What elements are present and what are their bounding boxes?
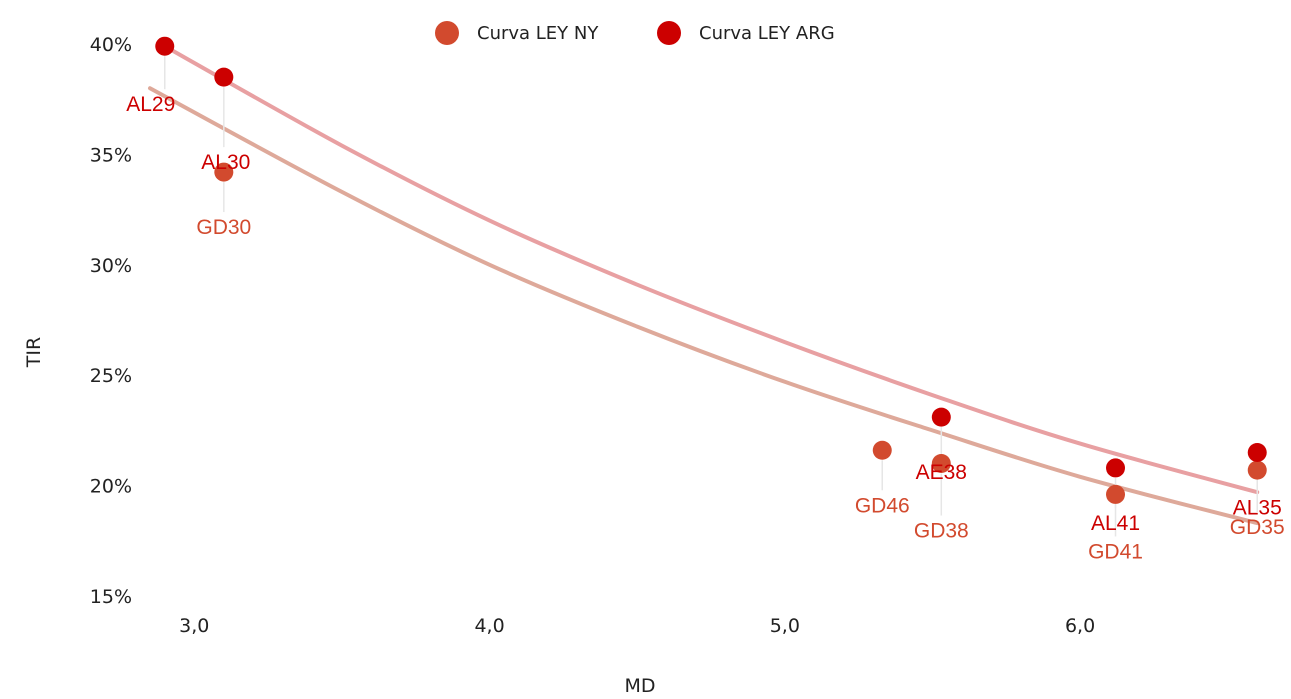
data-point-gd30 bbox=[214, 162, 234, 182]
label-leader-lines bbox=[164, 56, 1258, 537]
point-label-gd30: GD30 bbox=[196, 216, 251, 239]
data-point-gd38 bbox=[931, 454, 951, 474]
data-point-al41 bbox=[1106, 458, 1126, 478]
point-label-al35: AL35 bbox=[1233, 496, 1282, 519]
data-point-al29 bbox=[155, 36, 175, 56]
y-axis-title: TIR bbox=[23, 337, 45, 368]
x-tick-label: 4,0 bbox=[474, 615, 504, 637]
data-point-al35 bbox=[1247, 442, 1267, 462]
x-tick-label: 6,0 bbox=[1065, 615, 1095, 637]
data-points bbox=[155, 36, 1267, 504]
legend-marker-ley-ny bbox=[435, 21, 459, 45]
point-label-gd46: GD46 bbox=[855, 494, 910, 517]
y-tick-label: 15% bbox=[90, 586, 132, 608]
point-label-gd41: GD41 bbox=[1088, 540, 1143, 563]
trend-curve-ley-arg bbox=[162, 44, 1260, 495]
x-tick-label: 3,0 bbox=[179, 615, 209, 637]
trend-curve-ley-ny bbox=[148, 86, 1260, 526]
y-tick-label: 20% bbox=[90, 476, 132, 498]
legend-label-ley-arg: Curva LEY ARG bbox=[699, 23, 835, 44]
data-point-ae38 bbox=[931, 407, 951, 427]
point-label-gd38: GD38 bbox=[914, 520, 969, 543]
y-axis: 15% 20% 25% 30% 35% 40% bbox=[90, 34, 132, 608]
y-tick-label: 25% bbox=[90, 365, 132, 387]
point-label-ae38: AE38 bbox=[916, 461, 967, 484]
x-tick-label: 5,0 bbox=[770, 615, 800, 637]
legend: Curva LEY NY Curva LEY ARG bbox=[435, 21, 835, 45]
trend-curves bbox=[148, 44, 1260, 526]
y-tick-label: 35% bbox=[90, 144, 132, 166]
data-point-gd35 bbox=[1247, 460, 1267, 480]
y-tick-label: 40% bbox=[90, 34, 132, 56]
data-point-al30 bbox=[214, 67, 234, 87]
x-axis-title: MD bbox=[624, 675, 655, 697]
point-label-al30: AL30 bbox=[201, 151, 250, 174]
legend-label-ley-ny: Curva LEY NY bbox=[477, 23, 599, 44]
y-tick-label: 30% bbox=[90, 255, 132, 277]
legend-marker-ley-arg bbox=[657, 21, 681, 45]
data-point-gd46 bbox=[872, 440, 892, 460]
point-label-al29: AL29 bbox=[126, 93, 175, 116]
x-axis: 3,0 4,0 5,0 6,0 bbox=[179, 615, 1095, 637]
data-point-gd41 bbox=[1106, 484, 1126, 504]
point-label-al41: AL41 bbox=[1091, 512, 1140, 535]
point-label-gd35: GD35 bbox=[1230, 516, 1285, 539]
